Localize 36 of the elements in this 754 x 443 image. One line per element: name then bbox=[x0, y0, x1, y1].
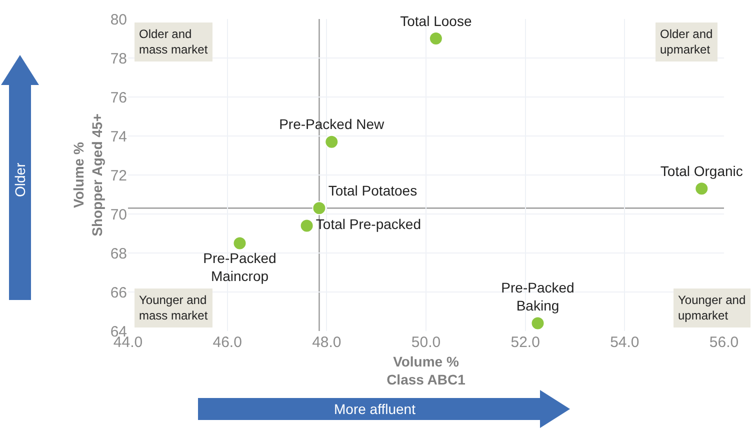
series-label: Pre-Packed New bbox=[279, 116, 386, 132]
y-tick-label: 66 bbox=[110, 284, 127, 302]
y-tick-label: 78 bbox=[110, 50, 127, 68]
x-tick-label: 48.0 bbox=[312, 334, 342, 351]
x-tick-label: 52.0 bbox=[510, 334, 540, 351]
point bbox=[530, 316, 545, 330]
series-label: Pre-Packed Maincrop bbox=[203, 250, 276, 284]
point bbox=[694, 182, 709, 196]
y-tick-label: 76 bbox=[110, 89, 127, 106]
y-tick-label: 80 bbox=[110, 11, 127, 28]
y-tick-label: 74 bbox=[110, 128, 127, 146]
series-label: Total Loose bbox=[400, 12, 472, 29]
series-label: Total Potatoes bbox=[328, 182, 418, 199]
annotation: Older and mass market bbox=[139, 27, 208, 57]
y-tick-label: 72 bbox=[110, 167, 127, 184]
x-axis-title: Volume % Class ABC1 bbox=[386, 353, 466, 388]
series-label: Total Organic bbox=[660, 163, 743, 180]
x-tick-label: 50.0 bbox=[411, 334, 441, 351]
series-label: Total Pre-packed bbox=[316, 216, 421, 232]
annotation: Older and upmarket bbox=[660, 27, 713, 57]
text: More affluent bbox=[334, 401, 416, 417]
annotation: Younger and upmarket bbox=[678, 293, 746, 323]
point bbox=[300, 218, 314, 233]
annotation: Younger and mass market bbox=[139, 293, 208, 323]
point bbox=[324, 134, 339, 149]
text: Older bbox=[12, 162, 28, 197]
y-tick-label: 68 bbox=[110, 245, 127, 262]
x-tick-label: 46.0 bbox=[212, 334, 242, 351]
y-axis-title: Volume % Shopper Aged 45+ bbox=[70, 114, 105, 236]
x-tick-label: 54.0 bbox=[610, 334, 640, 351]
point bbox=[428, 32, 443, 46]
point bbox=[312, 201, 326, 216]
x-tick-label: 56.0 bbox=[709, 334, 739, 351]
series-label: Pre-Packed Baking bbox=[501, 279, 574, 314]
point bbox=[232, 236, 247, 250]
y-tick-label: 70 bbox=[110, 206, 127, 224]
